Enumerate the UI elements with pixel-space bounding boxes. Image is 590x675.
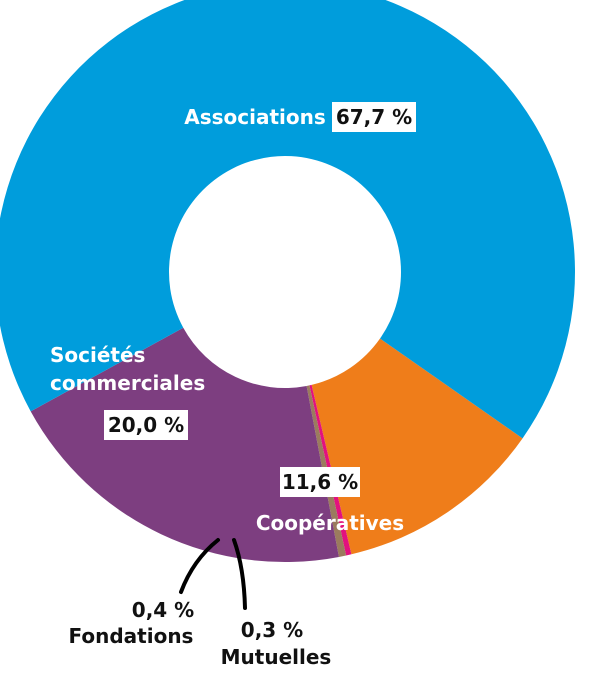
mutuelles-leader-line [232, 538, 247, 610]
donut-slice-associations [0, 0, 575, 439]
associations-value-label: 67,7 % [336, 105, 412, 129]
societes-commerciales-label-line2: commerciales [50, 371, 205, 395]
mutuelles-value-label: 0,3 % [241, 618, 303, 642]
associations-label: Associations [184, 105, 326, 129]
societes-commerciales-value-box [104, 410, 188, 440]
donut-labels: Associations 67,7 % Sociétés commerciale… [50, 102, 416, 669]
associations-value-box [332, 102, 416, 132]
societes-commerciales-label-line1: Sociétés [50, 343, 145, 367]
fondations-label: Fondations [69, 624, 194, 648]
cooperatives-label: Coopératives [256, 511, 404, 535]
societes-commerciales-label: Sociétés commerciales [50, 343, 205, 395]
cooperatives-value-box [280, 467, 360, 497]
cooperatives-value-label: 11,6 % [282, 470, 358, 494]
fondations-value-label: 0,4 % [132, 598, 194, 622]
donut-slice-cooperatives [311, 338, 523, 555]
donut-slice-societes-commerciales [30, 327, 339, 562]
mutuelles-label: Mutuelles [221, 645, 332, 669]
donut-slices [0, 0, 575, 562]
fondations-leader-line [179, 538, 220, 594]
societes-commerciales-value-label: 20,0 % [108, 413, 184, 437]
